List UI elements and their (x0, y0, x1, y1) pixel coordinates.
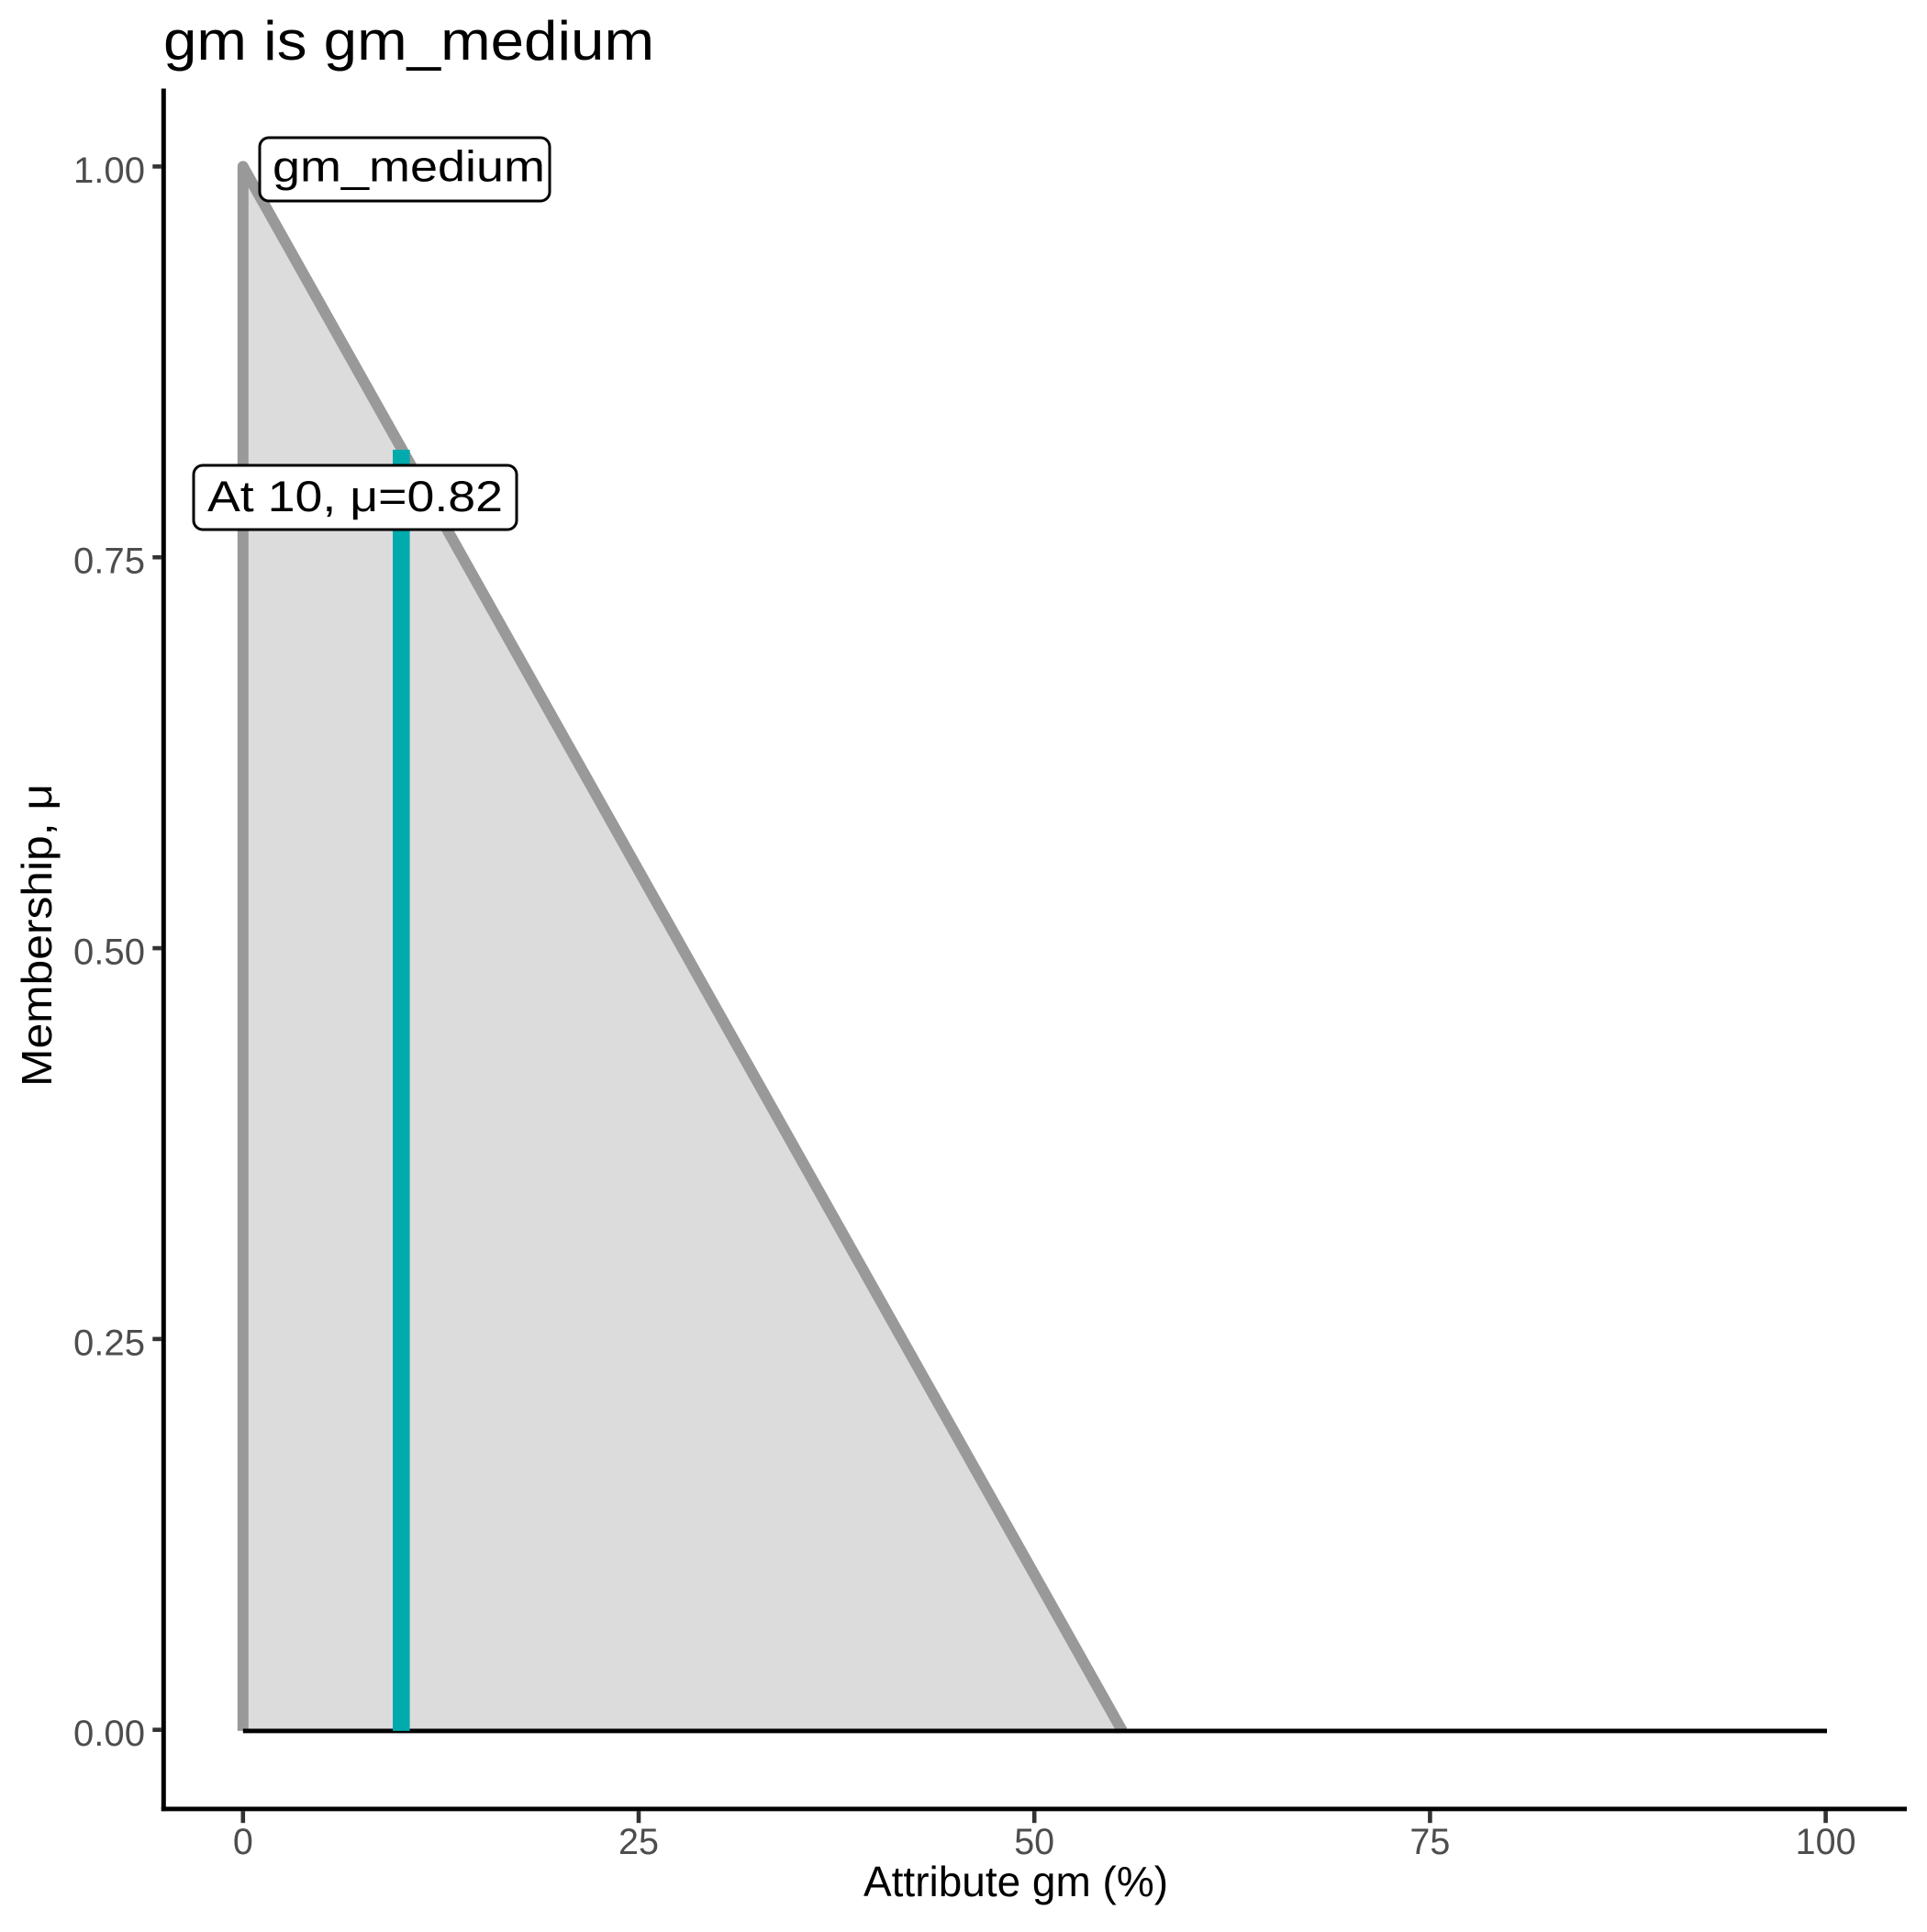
svg-text:75: 75 (1409, 1822, 1450, 1862)
svg-text:0.50: 0.50 (73, 932, 145, 973)
svg-text:0.00: 0.00 (73, 1714, 145, 1754)
svg-text:0.75: 0.75 (73, 542, 145, 582)
svg-text:Attribute gm (%): Attribute gm (%) (863, 1858, 1168, 1905)
svg-text:50: 50 (1014, 1822, 1054, 1862)
svg-text:0.25: 0.25 (73, 1323, 145, 1363)
svg-text:25: 25 (618, 1822, 659, 1862)
svg-text:Membership, μ: Membership, μ (13, 784, 61, 1087)
svg-text:gm is gm_medium: gm is gm_medium (163, 10, 654, 72)
svg-text:gm_medium: gm_medium (273, 143, 545, 192)
svg-text:100: 100 (1796, 1822, 1856, 1862)
svg-text:At 10, μ=0.82: At 10, μ=0.82 (207, 473, 503, 521)
svg-text:0: 0 (233, 1822, 253, 1862)
svg-text:1.00: 1.00 (73, 151, 145, 191)
